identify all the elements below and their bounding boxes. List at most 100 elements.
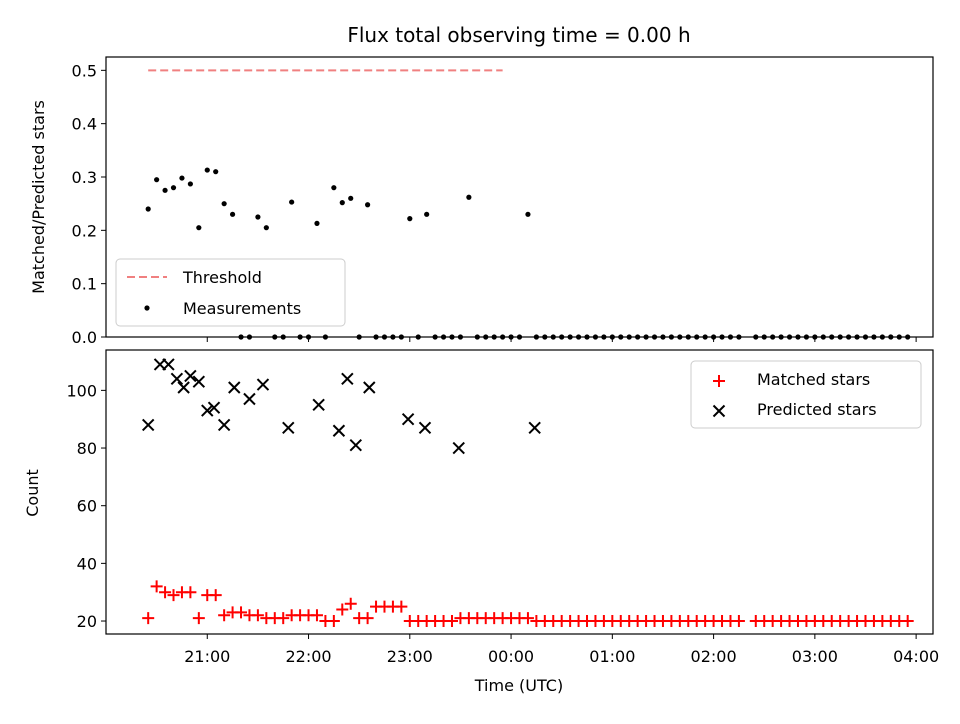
bottom-y-axis-label: Count: [23, 469, 42, 517]
measurement-point: [263, 225, 269, 231]
x-tick-label: 03:00: [792, 647, 838, 666]
legend-matched-label: Matched stars: [757, 370, 870, 389]
predicted-star-point: [418, 421, 432, 435]
predicted-star-point: [528, 421, 541, 435]
matched-star-point: [150, 580, 163, 593]
top-y-tick-label: 0.3: [72, 168, 97, 187]
predicted-star-point: [363, 381, 376, 394]
measurement-point: [179, 175, 185, 181]
matched-star-point: [192, 612, 205, 625]
predicted-star-point: [141, 418, 155, 432]
top-y-tick-label: 0.2: [72, 221, 97, 240]
legend-predicted-label: Predicted stars: [757, 400, 877, 419]
predicted-star-point: [170, 372, 184, 386]
measurement-point: [204, 167, 210, 173]
bottom-y-tick-label: 40: [77, 554, 97, 573]
measurement-point: [255, 214, 261, 220]
matched-star-point: [218, 609, 231, 622]
predicted-star-point: [282, 421, 295, 435]
measurement-point: [213, 169, 219, 175]
measurement-point: [154, 177, 160, 183]
matched-star-point: [251, 609, 264, 622]
matched-star-point: [142, 612, 155, 625]
matched-star-point: [445, 615, 458, 628]
top-y-tick-label: 0.5: [72, 61, 97, 80]
predicted-star-point: [341, 372, 354, 386]
measurement-point: [221, 201, 227, 207]
matched-star-point: [167, 589, 180, 602]
measurement-point: [339, 200, 345, 206]
matched-star-point: [277, 612, 290, 625]
matched-star-point: [209, 589, 222, 602]
x-tick-label: 01:00: [589, 647, 635, 666]
measurement-point: [407, 216, 413, 222]
predicted-star-point: [332, 424, 346, 437]
predicted-star-point: [162, 358, 175, 371]
measurement-point: [170, 185, 177, 191]
matched-star-point: [336, 603, 349, 616]
legend-matched-swatch: [713, 375, 725, 387]
top-y-tick-label: 0.0: [72, 328, 97, 347]
bottom-y-tick-label: 20: [77, 612, 97, 631]
predicted-star-point: [312, 398, 325, 411]
bottom-y-tick-label: 100: [66, 381, 97, 400]
x-tick-label: 02:00: [691, 647, 737, 666]
top-y-tick-label: 0.1: [72, 275, 97, 294]
x-tick-label: 04:00: [893, 647, 939, 666]
measurement-point: [229, 211, 236, 217]
bottom-legend-box: [690, 360, 922, 429]
matched-star-point: [344, 597, 357, 610]
predicted-star-point: [201, 404, 214, 417]
top-legend-box: [115, 258, 346, 327]
predicted-star-point: [256, 378, 270, 391]
measurement-point: [525, 211, 531, 217]
matched-star-point: [361, 612, 374, 625]
measurement-point: [466, 194, 472, 200]
measurement-point: [314, 220, 320, 226]
predicted-star-point: [349, 438, 362, 452]
measurement-point: [289, 199, 295, 205]
bottom-legend: Matched stars Predicted stars: [690, 360, 922, 429]
bottom-axes-frame: [105, 349, 934, 635]
measurement-point: [348, 195, 354, 201]
x-tick-label: 21:00: [184, 647, 230, 666]
measurement-point: [196, 225, 202, 231]
predicted-star-point: [228, 381, 241, 394]
measurement-point: [365, 202, 371, 208]
bottom-panel: 20 40 60 80 100 21:00 22:00 23:00 00:00 01:00 02:0…: [66, 349, 939, 666]
matched-star-point: [732, 615, 745, 628]
predicted-star-point: [401, 412, 415, 426]
matched-star-point: [235, 606, 248, 619]
legend-measurements-label: Measurements: [183, 299, 301, 318]
top-legend: Threshold Measurements: [115, 258, 346, 327]
predicted-star-point: [217, 418, 231, 432]
matched-star-point: [901, 615, 914, 628]
predicted-star-point: [243, 392, 256, 406]
matched-star-point: [327, 615, 340, 628]
predicted-star-point: [207, 401, 221, 414]
top-y-axis-label: Matched/Predicted stars: [29, 100, 48, 294]
predicted-star-point: [177, 381, 190, 394]
legend-threshold-label: Threshold: [182, 268, 262, 287]
matched-star-point: [159, 586, 172, 599]
matched-star-point: [395, 600, 408, 613]
x-tick-label: 23:00: [387, 647, 433, 666]
measurement-point: [424, 211, 430, 217]
top-axes-frame: [105, 56, 934, 338]
top-panel: 0.0 0.1 0.2 0.3 0.4 0.5 Threshold Measurements: [72, 56, 934, 347]
bottom-y-tick-label: 60: [77, 497, 97, 516]
legend-measurements-swatch: [144, 305, 150, 311]
bottom-y-tick-label: 80: [77, 439, 97, 458]
matched-star-point: [310, 609, 323, 622]
x-axis-label: Time (UTC): [474, 676, 563, 695]
matched-star-point: [521, 612, 534, 625]
legend-predicted-swatch: [712, 404, 726, 418]
measurement-point: [187, 181, 193, 187]
measurement-point: [162, 187, 168, 193]
matched-star-point: [184, 586, 197, 599]
chart-title: Flux total observing time = 0.00 h: [347, 23, 690, 47]
measurement-point: [331, 185, 337, 191]
top-y-tick-label: 0.4: [72, 115, 97, 134]
